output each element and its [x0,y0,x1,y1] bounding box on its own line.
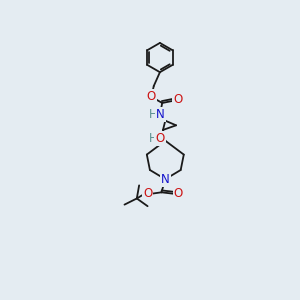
Text: N: N [161,173,170,186]
Text: O: O [147,90,156,103]
Text: H: H [148,132,158,145]
Text: N: N [156,108,165,121]
Text: O: O [155,132,164,145]
Text: O: O [174,187,183,200]
Text: H: H [149,108,158,121]
Text: O: O [173,93,182,106]
Text: O: O [143,187,152,200]
